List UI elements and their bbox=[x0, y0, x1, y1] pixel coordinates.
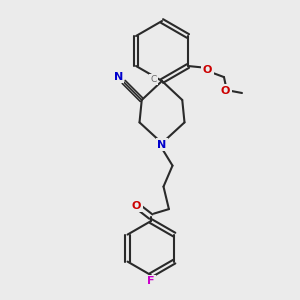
Text: N: N bbox=[114, 71, 123, 82]
Text: F: F bbox=[147, 276, 155, 286]
Text: C: C bbox=[151, 75, 157, 84]
Text: O: O bbox=[132, 201, 141, 211]
Text: N: N bbox=[158, 140, 166, 150]
Text: O: O bbox=[221, 85, 230, 96]
Text: O: O bbox=[203, 64, 212, 75]
